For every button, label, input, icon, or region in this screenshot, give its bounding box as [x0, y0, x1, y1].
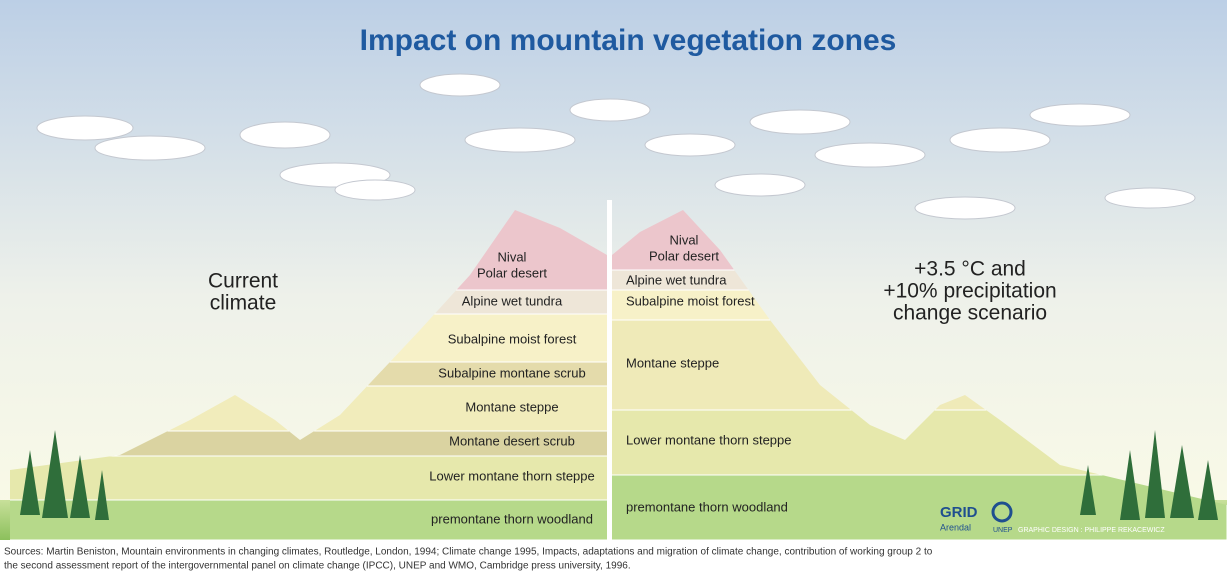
- zone-label: Subalpine moist forest: [448, 331, 577, 346]
- zone-label: premontane thorn woodland: [431, 511, 593, 526]
- zone-label: premontane thorn woodland: [626, 499, 788, 514]
- diagram: Impact on mountain vegetation zones Niva…: [0, 0, 1227, 578]
- zone-label: Montane steppe: [465, 399, 558, 414]
- scenario-label: +10% precipitation: [883, 280, 1056, 303]
- scenario-label: change scenario: [893, 302, 1047, 325]
- unep-text: UNEP: [993, 527, 1013, 534]
- climate-label: Current: [208, 270, 278, 293]
- logo: GRID: [940, 504, 978, 521]
- zone-label: Nival: [670, 232, 699, 247]
- zone-label: Montane steppe: [626, 355, 719, 370]
- scenario-label: +3.5 °C and: [914, 258, 1026, 281]
- zone-label: Alpine wet tundra: [626, 272, 727, 287]
- sources: the second assessment report of the inte…: [4, 561, 631, 572]
- divider: [607, 200, 612, 540]
- logo-place: Arendal: [940, 522, 971, 532]
- zone-label: Lower montane thorn steppe: [429, 468, 595, 483]
- zone-label: Montane desert scrub: [449, 433, 575, 448]
- zone-label: Polar desert: [649, 248, 719, 263]
- zone-label: Polar desert: [477, 265, 547, 280]
- zone-label: Lower montane thorn steppe: [626, 432, 792, 447]
- zone-label: Alpine wet tundra: [462, 293, 563, 308]
- title: Impact on mountain vegetation zones: [360, 24, 897, 57]
- design-credit: GRAPHIC DESIGN : PHILIPPE REKACEWICZ: [1018, 527, 1165, 534]
- zone-label: Nival: [498, 249, 527, 264]
- sources: Sources: Martin Beniston, Mountain envir…: [4, 547, 933, 558]
- zone-label: Subalpine moist forest: [626, 293, 755, 308]
- climate-label: climate: [210, 292, 277, 315]
- zone-label: Subalpine montane scrub: [438, 365, 585, 380]
